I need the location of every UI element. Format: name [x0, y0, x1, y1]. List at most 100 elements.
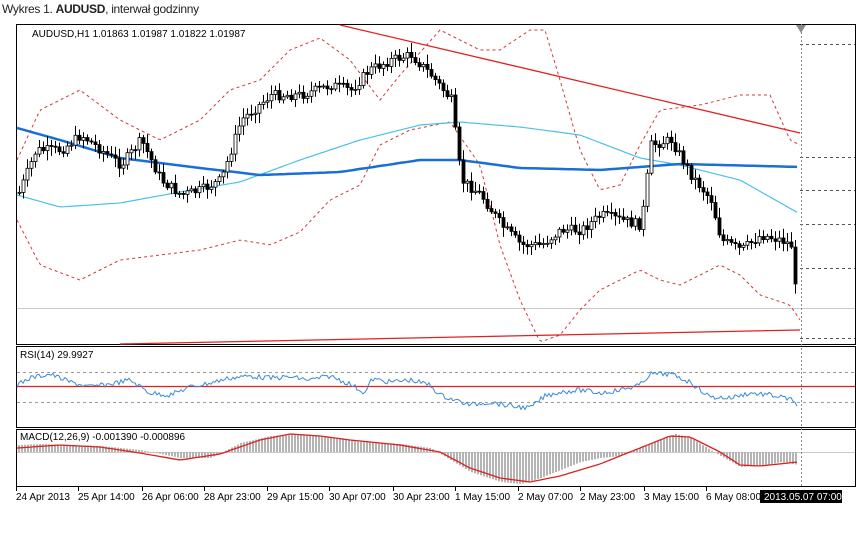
- candle: [129, 144, 134, 161]
- candle: [701, 181, 706, 201]
- candle: [509, 223, 514, 237]
- macd-bar: [753, 452, 755, 467]
- macd-bar: [762, 452, 764, 466]
- candle: [689, 163, 694, 184]
- candle: [717, 207, 722, 238]
- candle: [285, 90, 290, 99]
- candle: [133, 145, 138, 160]
- macd-bar: [735, 452, 737, 465]
- macd-bar: [45, 444, 47, 452]
- macd-bar: [495, 452, 497, 481]
- candle: [245, 108, 250, 126]
- macd-bar: [87, 445, 89, 452]
- candle: [605, 205, 610, 217]
- macd-bar: [375, 442, 377, 453]
- macd-bar: [747, 452, 749, 467]
- candle: [633, 215, 638, 231]
- candle: [773, 231, 778, 251]
- macd-bar: [102, 446, 104, 452]
- candle: [733, 238, 738, 250]
- macd-bar: [369, 442, 371, 452]
- macd-bar: [675, 434, 677, 452]
- macd-bar: [708, 448, 710, 452]
- macd-bar: [300, 434, 302, 452]
- macd-bar: [645, 446, 647, 452]
- macd-bar: [705, 447, 707, 452]
- candle: [41, 141, 46, 154]
- candle: [577, 223, 582, 245]
- macd-bar: [321, 436, 323, 452]
- candle: [513, 226, 518, 238]
- candle: [401, 53, 406, 64]
- macd-bar: [27, 444, 29, 452]
- macd-bar: [759, 452, 761, 467]
- macd-bar: [342, 439, 344, 452]
- macd-bar: [546, 452, 548, 476]
- candle: [769, 229, 774, 243]
- macd-bar: [132, 449, 134, 452]
- macd-bar: [165, 452, 167, 455]
- candle: [117, 148, 122, 178]
- macd-bar: [684, 436, 686, 452]
- x-tick-label: 29 Apr 15:00: [267, 492, 324, 503]
- macd-bar: [726, 452, 728, 460]
- candle: [141, 134, 146, 154]
- macd-bar: [294, 434, 296, 452]
- candle: [289, 89, 294, 102]
- chart-caption: Wykres 1. AUDUSD, interwał godzinny: [2, 2, 199, 16]
- candle: [593, 207, 598, 229]
- macd-bar: [651, 443, 653, 452]
- macd-bar: [279, 435, 281, 452]
- candle: [57, 142, 62, 156]
- macd-bar: [570, 452, 572, 466]
- macd-bar: [636, 449, 638, 452]
- candle: [297, 84, 302, 99]
- macd-bar: [99, 446, 101, 452]
- candle: [453, 88, 458, 130]
- macd-bar: [537, 452, 539, 479]
- macd-bar: [75, 445, 77, 452]
- candle: [293, 90, 298, 107]
- candle: [253, 106, 258, 124]
- macd-bar: [78, 445, 80, 452]
- macd-bar: [255, 439, 257, 452]
- macd-bar: [198, 452, 200, 458]
- candle: [413, 52, 418, 66]
- candle: [281, 93, 286, 104]
- candle: [521, 236, 526, 254]
- candle: [181, 190, 186, 200]
- macd-bar: [573, 452, 575, 465]
- candle: [421, 62, 426, 72]
- candle: [621, 208, 626, 223]
- macd-bar: [549, 452, 551, 475]
- candle: [305, 92, 310, 104]
- macd-bar: [144, 450, 146, 452]
- candle: [781, 228, 786, 252]
- macd-bar: [48, 444, 50, 452]
- macd-bar: [372, 442, 374, 452]
- candle: [649, 135, 654, 176]
- macd-bar: [33, 444, 35, 452]
- macd-bar: [534, 452, 536, 480]
- macd-bar: [366, 442, 368, 452]
- macd-bar: [720, 452, 722, 456]
- candle: [697, 174, 702, 193]
- macd-bar: [765, 452, 767, 465]
- candle: [373, 54, 378, 74]
- macd-bar: [483, 452, 485, 477]
- macd-bar: [345, 440, 347, 452]
- candle: [61, 146, 66, 158]
- macd-bar: [135, 449, 137, 452]
- candle: [329, 85, 334, 95]
- macd-panel-frame: [16, 429, 856, 487]
- macd-bar: [474, 452, 476, 474]
- candle: [237, 116, 242, 142]
- candle: [113, 146, 118, 168]
- candle: [569, 216, 574, 236]
- candle: [201, 176, 206, 193]
- macd-bar: [171, 452, 173, 457]
- candle: [33, 151, 38, 168]
- candle: [149, 148, 154, 168]
- macd-bar: [447, 452, 449, 459]
- macd-bar: [21, 444, 23, 452]
